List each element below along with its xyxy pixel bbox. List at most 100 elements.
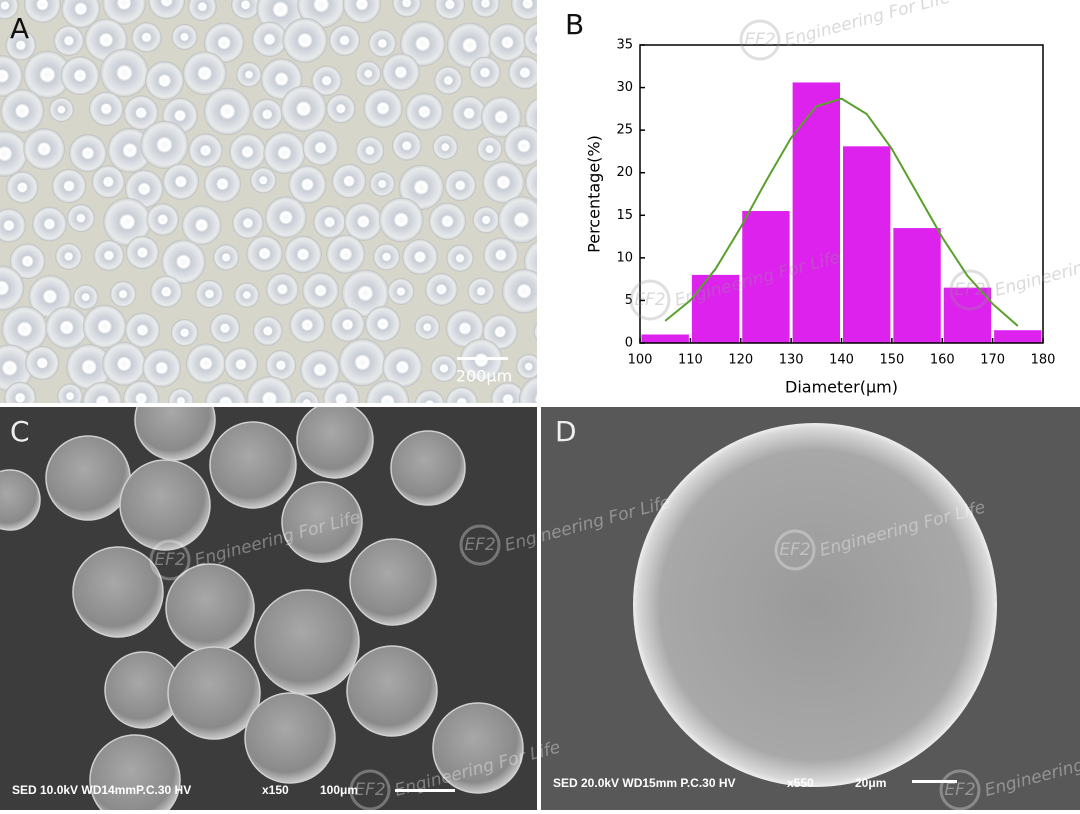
bead-highlight (75, 3, 86, 14)
watermark-logo: EF2 (779, 540, 810, 560)
bead (162, 163, 200, 200)
bead (23, 0, 62, 24)
bead (476, 136, 503, 163)
bead-highlight (15, 393, 25, 403)
bead (236, 61, 262, 88)
bead-highlight (515, 213, 528, 226)
bead-highlight (3, 361, 16, 375)
bead-highlight (175, 176, 186, 187)
bead (171, 23, 198, 50)
microsphere (432, 702, 524, 794)
bead-highlight (137, 247, 148, 258)
bead-highlight (297, 102, 310, 115)
bead-highlight (118, 0, 130, 9)
histogram-chart: 0 5 10 15 20 25 30 35 100 110 120 130 140 150 160 170 18… (585, 38, 1056, 397)
y-tick-label: 0 (625, 336, 633, 351)
bead-highlight (205, 289, 214, 298)
bead-highlight (415, 252, 425, 262)
bead-highlight (518, 285, 530, 297)
bar (843, 146, 891, 343)
bead (488, 23, 527, 62)
bead-highlight (177, 397, 185, 403)
bead (363, 88, 403, 128)
bar (943, 287, 992, 343)
bead (168, 388, 194, 403)
bead (195, 279, 224, 309)
bead-highlight (436, 284, 446, 294)
bead-highlight (423, 323, 431, 331)
watermark-logo: EF2 (744, 30, 775, 50)
bead (289, 307, 326, 343)
panel-label: D (555, 415, 577, 448)
bead-highlight (336, 394, 347, 403)
bead (369, 171, 396, 197)
bead-highlight (445, 0, 455, 9)
bead (459, 338, 503, 382)
bead-highlight (242, 146, 253, 157)
bead (497, 196, 537, 244)
bead (405, 92, 444, 131)
fit-curve (664, 97, 1019, 327)
bead-highlight (44, 219, 55, 229)
bead (467, 277, 495, 306)
bead-highlight (158, 215, 168, 225)
bead (123, 95, 159, 131)
bead-highlight (485, 145, 494, 153)
bead-highlight (198, 67, 211, 79)
bead (399, 20, 446, 67)
microsphere (390, 430, 466, 506)
bead-highlight (180, 328, 189, 337)
bead (282, 17, 328, 63)
bead-highlight (0, 282, 8, 294)
bead (234, 282, 260, 308)
bead (0, 0, 19, 20)
bead (446, 244, 474, 272)
bead-highlight (477, 287, 486, 296)
bead (131, 22, 162, 53)
bead (445, 386, 478, 403)
bead (338, 338, 387, 387)
bead (150, 275, 183, 308)
panel-label: B (565, 8, 584, 41)
bead-highlight (37, 358, 47, 368)
microsphere (254, 589, 360, 695)
bead-highlight (495, 327, 505, 337)
bead-highlight (196, 219, 207, 231)
watermark-logo-ring (459, 524, 501, 566)
bead-highlight (158, 138, 171, 151)
y-tick-label: 30 (616, 80, 633, 95)
photo-a (0, 0, 550, 403)
bead-highlight (302, 320, 313, 330)
bead (140, 120, 189, 169)
bead-highlight (38, 143, 50, 155)
bead (102, 0, 146, 25)
photo-c (0, 407, 537, 810)
bead-highlight (415, 181, 428, 194)
bead (401, 238, 439, 275)
bead (326, 93, 356, 124)
bead (311, 65, 342, 96)
bead-highlight (315, 285, 326, 296)
bead-highlight (64, 252, 73, 261)
bead-highlight (17, 182, 27, 192)
bead-highlight (119, 290, 127, 298)
bead (91, 165, 125, 199)
bead-highlight (41, 68, 54, 81)
x-tick-label: 130 (779, 353, 804, 368)
microsphere (296, 407, 374, 479)
bead-highlight (378, 319, 388, 329)
bead-highlight (263, 393, 276, 403)
y-tick-label: 10 (616, 250, 633, 265)
bead-highlight (103, 177, 113, 187)
bead (364, 306, 401, 342)
bead-highlight (243, 218, 253, 228)
bead-highlight (44, 290, 56, 303)
bead (55, 242, 83, 270)
bead (516, 353, 537, 380)
bead-highlight (136, 108, 146, 118)
bead (223, 347, 258, 382)
bead (57, 383, 83, 403)
bead-highlight (118, 358, 130, 370)
bead-highlight (541, 178, 550, 187)
